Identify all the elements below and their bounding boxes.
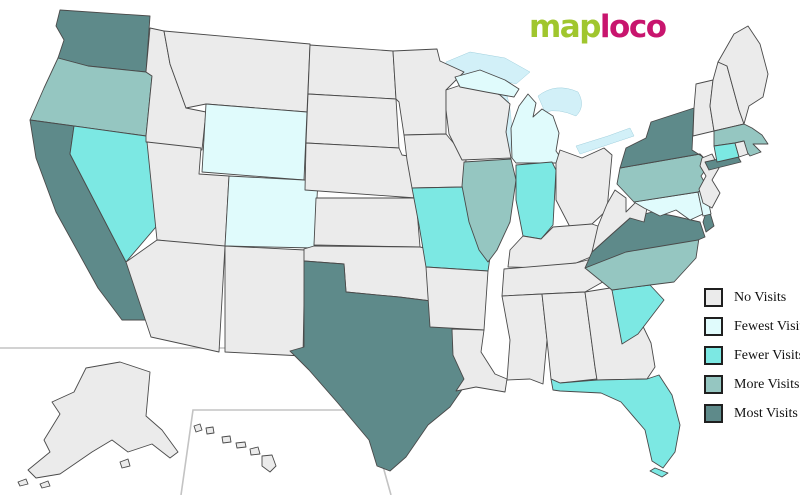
state-alaska-kodiak (119, 458, 131, 469)
state-louisiana (451, 328, 508, 393)
state-alaska (27, 361, 179, 479)
state-hawaii-kauai (205, 426, 215, 435)
legend-label-no-visits: No Visits (734, 289, 787, 305)
state-indiana (515, 161, 557, 240)
legend-swatch-no-visits (704, 288, 723, 307)
state-arizona (125, 239, 226, 353)
legend-row-fewest-visits: Fewest Visits (704, 316, 800, 337)
legend-swatch-fewest-visits (704, 317, 723, 336)
legend-label-fewer-visits: Fewer Visits (734, 347, 800, 363)
legend-label-fewest-visits: Fewest Visits (734, 318, 800, 334)
legend-swatch-fewer-visits (704, 346, 723, 365)
state-maine (717, 25, 769, 125)
state-texas (289, 260, 469, 472)
state-florida (550, 374, 681, 469)
state-alaska-aleutians (17, 478, 29, 487)
lake-erie (575, 127, 635, 155)
state-illinois (461, 158, 517, 263)
state-florida-keys (649, 467, 669, 478)
legend-swatch-most-visits (704, 404, 723, 423)
state-hawaii-big-island (261, 454, 277, 473)
state-hawaii-niihau (193, 423, 203, 433)
legend-row-fewer-visits: Fewer Visits (704, 345, 800, 366)
maploco-logo[interactable]: maploco (529, 6, 667, 48)
state-colorado (224, 175, 319, 249)
state-kansas (313, 197, 421, 248)
state-wyoming (201, 103, 308, 181)
legend-label-more-visits: More Visits (734, 376, 800, 392)
state-michigan-upper-peninsula (454, 69, 520, 98)
logo-text-map: map (529, 9, 601, 45)
legend: No Visits Fewest Visits Fewer Visits Mor… (704, 287, 800, 432)
legend-swatch-more-visits (704, 375, 723, 394)
state-hawaii-oahu (221, 435, 232, 444)
legend-label-most-visits: Most Visits (734, 405, 798, 421)
state-south-dakota (305, 93, 400, 149)
state-north-dakota (307, 44, 397, 100)
state-west-virginia (591, 189, 649, 253)
state-montana (163, 30, 311, 113)
state-ohio (555, 147, 613, 228)
legend-row-no-visits: No Visits (704, 287, 800, 308)
state-mississippi (501, 293, 548, 385)
hawaii-inset-border (180, 409, 367, 496)
state-rhode-island (734, 140, 749, 158)
lake-huron (537, 87, 582, 117)
state-new-mexico (224, 245, 306, 357)
state-nebraska (304, 142, 421, 199)
legend-row-more-visits: More Visits (704, 374, 800, 395)
state-hawaii-molokai (235, 441, 247, 449)
legend-row-most-visits: Most Visits (704, 403, 800, 424)
state-alaska-island (39, 480, 51, 489)
state-arkansas (425, 266, 489, 331)
state-hawaii-maui (249, 446, 261, 456)
logo-text-loco: loco (599, 9, 667, 45)
